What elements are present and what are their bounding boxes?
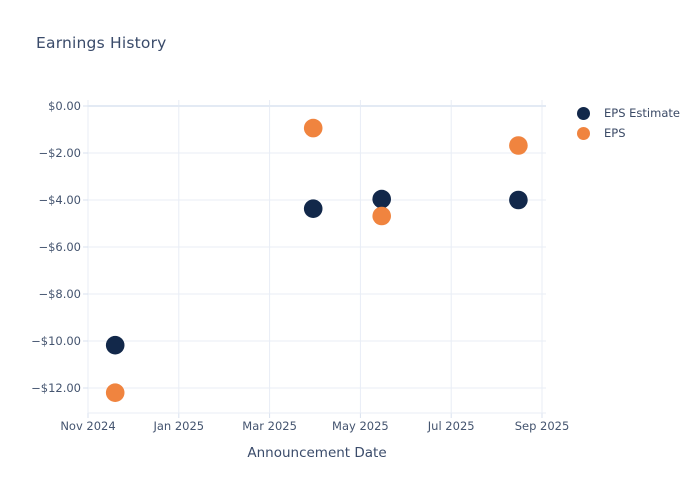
chart-title: Earnings History: [36, 34, 167, 52]
legend-label-eps: EPS: [604, 126, 626, 140]
data-point-eps-estimate: [372, 189, 392, 209]
x-tick-label: Jan 2025: [152, 419, 204, 433]
y-tick-label: −$6.00: [38, 240, 81, 254]
y-tick-label: −$2.00: [38, 146, 81, 160]
data-point-eps: [105, 383, 125, 403]
y-tick-label: −$8.00: [38, 287, 81, 301]
x-tick-label: Sep 2025: [515, 419, 570, 433]
data-point-eps: [303, 118, 323, 138]
data-point-eps-estimate: [509, 190, 528, 210]
x-axis-title: Announcement Date: [247, 445, 386, 461]
y-tick-label: −$12.00: [31, 381, 81, 395]
y-tick-label: −$4.00: [38, 193, 81, 207]
x-tick-label: May 2025: [332, 419, 389, 433]
data-point-eps-estimate: [105, 335, 125, 355]
legend-item-eps[interactable]: EPS: [577, 123, 680, 143]
y-tick-label: $0.00: [48, 99, 81, 113]
legend-item-eps-estimate[interactable]: EPS Estimate: [577, 103, 680, 123]
x-tick-label: Nov 2024: [60, 419, 115, 433]
x-tick-label: Jul 2025: [427, 419, 475, 433]
eps-marker-icon: [577, 126, 590, 140]
legend-label-eps-estimate: EPS Estimate: [604, 106, 680, 120]
data-point-eps: [509, 136, 528, 155]
data-point-eps: [372, 206, 392, 226]
y-tick-label: −$10.00: [31, 334, 81, 348]
legend: EPS Estimate EPS: [577, 103, 680, 143]
x-tick-label: Mar 2025: [242, 419, 297, 433]
eps-estimate-marker-icon: [577, 106, 590, 120]
data-point-eps-estimate: [303, 199, 323, 218]
